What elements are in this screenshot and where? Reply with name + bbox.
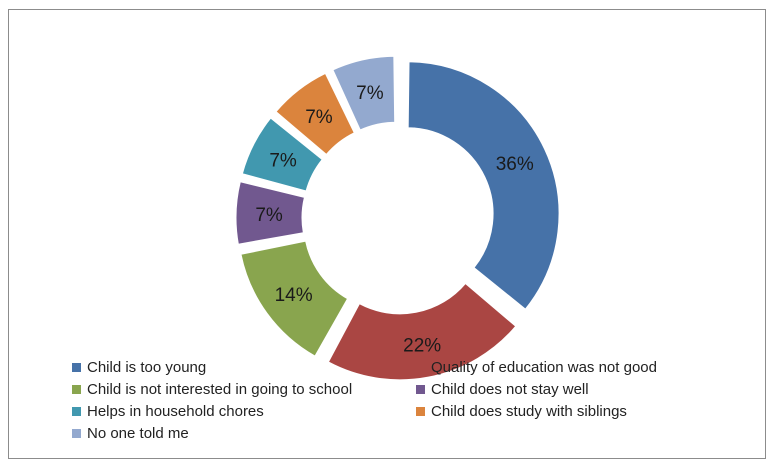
- legend-swatch: [416, 362, 425, 372]
- slice-data-label: 36%: [496, 154, 534, 175]
- doughnut-slice: [235, 181, 306, 245]
- slice-data-label: 7%: [255, 205, 283, 226]
- doughnut-slice: [275, 72, 355, 156]
- legend-swatch: [72, 362, 81, 372]
- legend-swatch: [416, 384, 425, 394]
- legend-item: Helps in household chores: [72, 400, 264, 422]
- legend-label: No one told me: [87, 424, 189, 442]
- doughnut-slice: [240, 240, 349, 357]
- slice-data-label: 7%: [269, 150, 297, 171]
- doughnut-slice: [332, 55, 396, 131]
- doughnut-slice: [327, 282, 517, 381]
- legend-item: Child does study with siblings: [416, 400, 627, 422]
- legend-label: Child is too young: [87, 358, 207, 376]
- legend-swatch: [72, 406, 81, 416]
- slice-data-label: 14%: [275, 285, 313, 306]
- legend-label: Helps in household chores: [87, 402, 264, 420]
- slice-data-label: 22%: [403, 336, 441, 357]
- legend-label: Child does study with siblings: [431, 402, 627, 420]
- legend-item: Child is not interested in going to scho…: [72, 378, 352, 400]
- slice-data-label: 7%: [305, 107, 333, 128]
- legend-item: Quality of education was not good: [416, 356, 657, 378]
- slice-data-label: 7%: [356, 83, 384, 104]
- legend-label: Quality of education was not good: [431, 358, 657, 376]
- doughnut-slice: [241, 117, 323, 192]
- legend-label: Child is not interested in going to scho…: [87, 380, 353, 398]
- legend-label: Child does not stay well: [431, 380, 589, 398]
- legend-item: No one told me: [72, 422, 189, 444]
- legend-swatch: [72, 384, 81, 394]
- doughnut-slice: [407, 61, 560, 310]
- legend-swatch: [416, 406, 425, 416]
- legend-item: Child is too young: [72, 356, 206, 378]
- legend-swatch: [72, 428, 81, 438]
- legend-item: Child does not stay well: [416, 378, 589, 400]
